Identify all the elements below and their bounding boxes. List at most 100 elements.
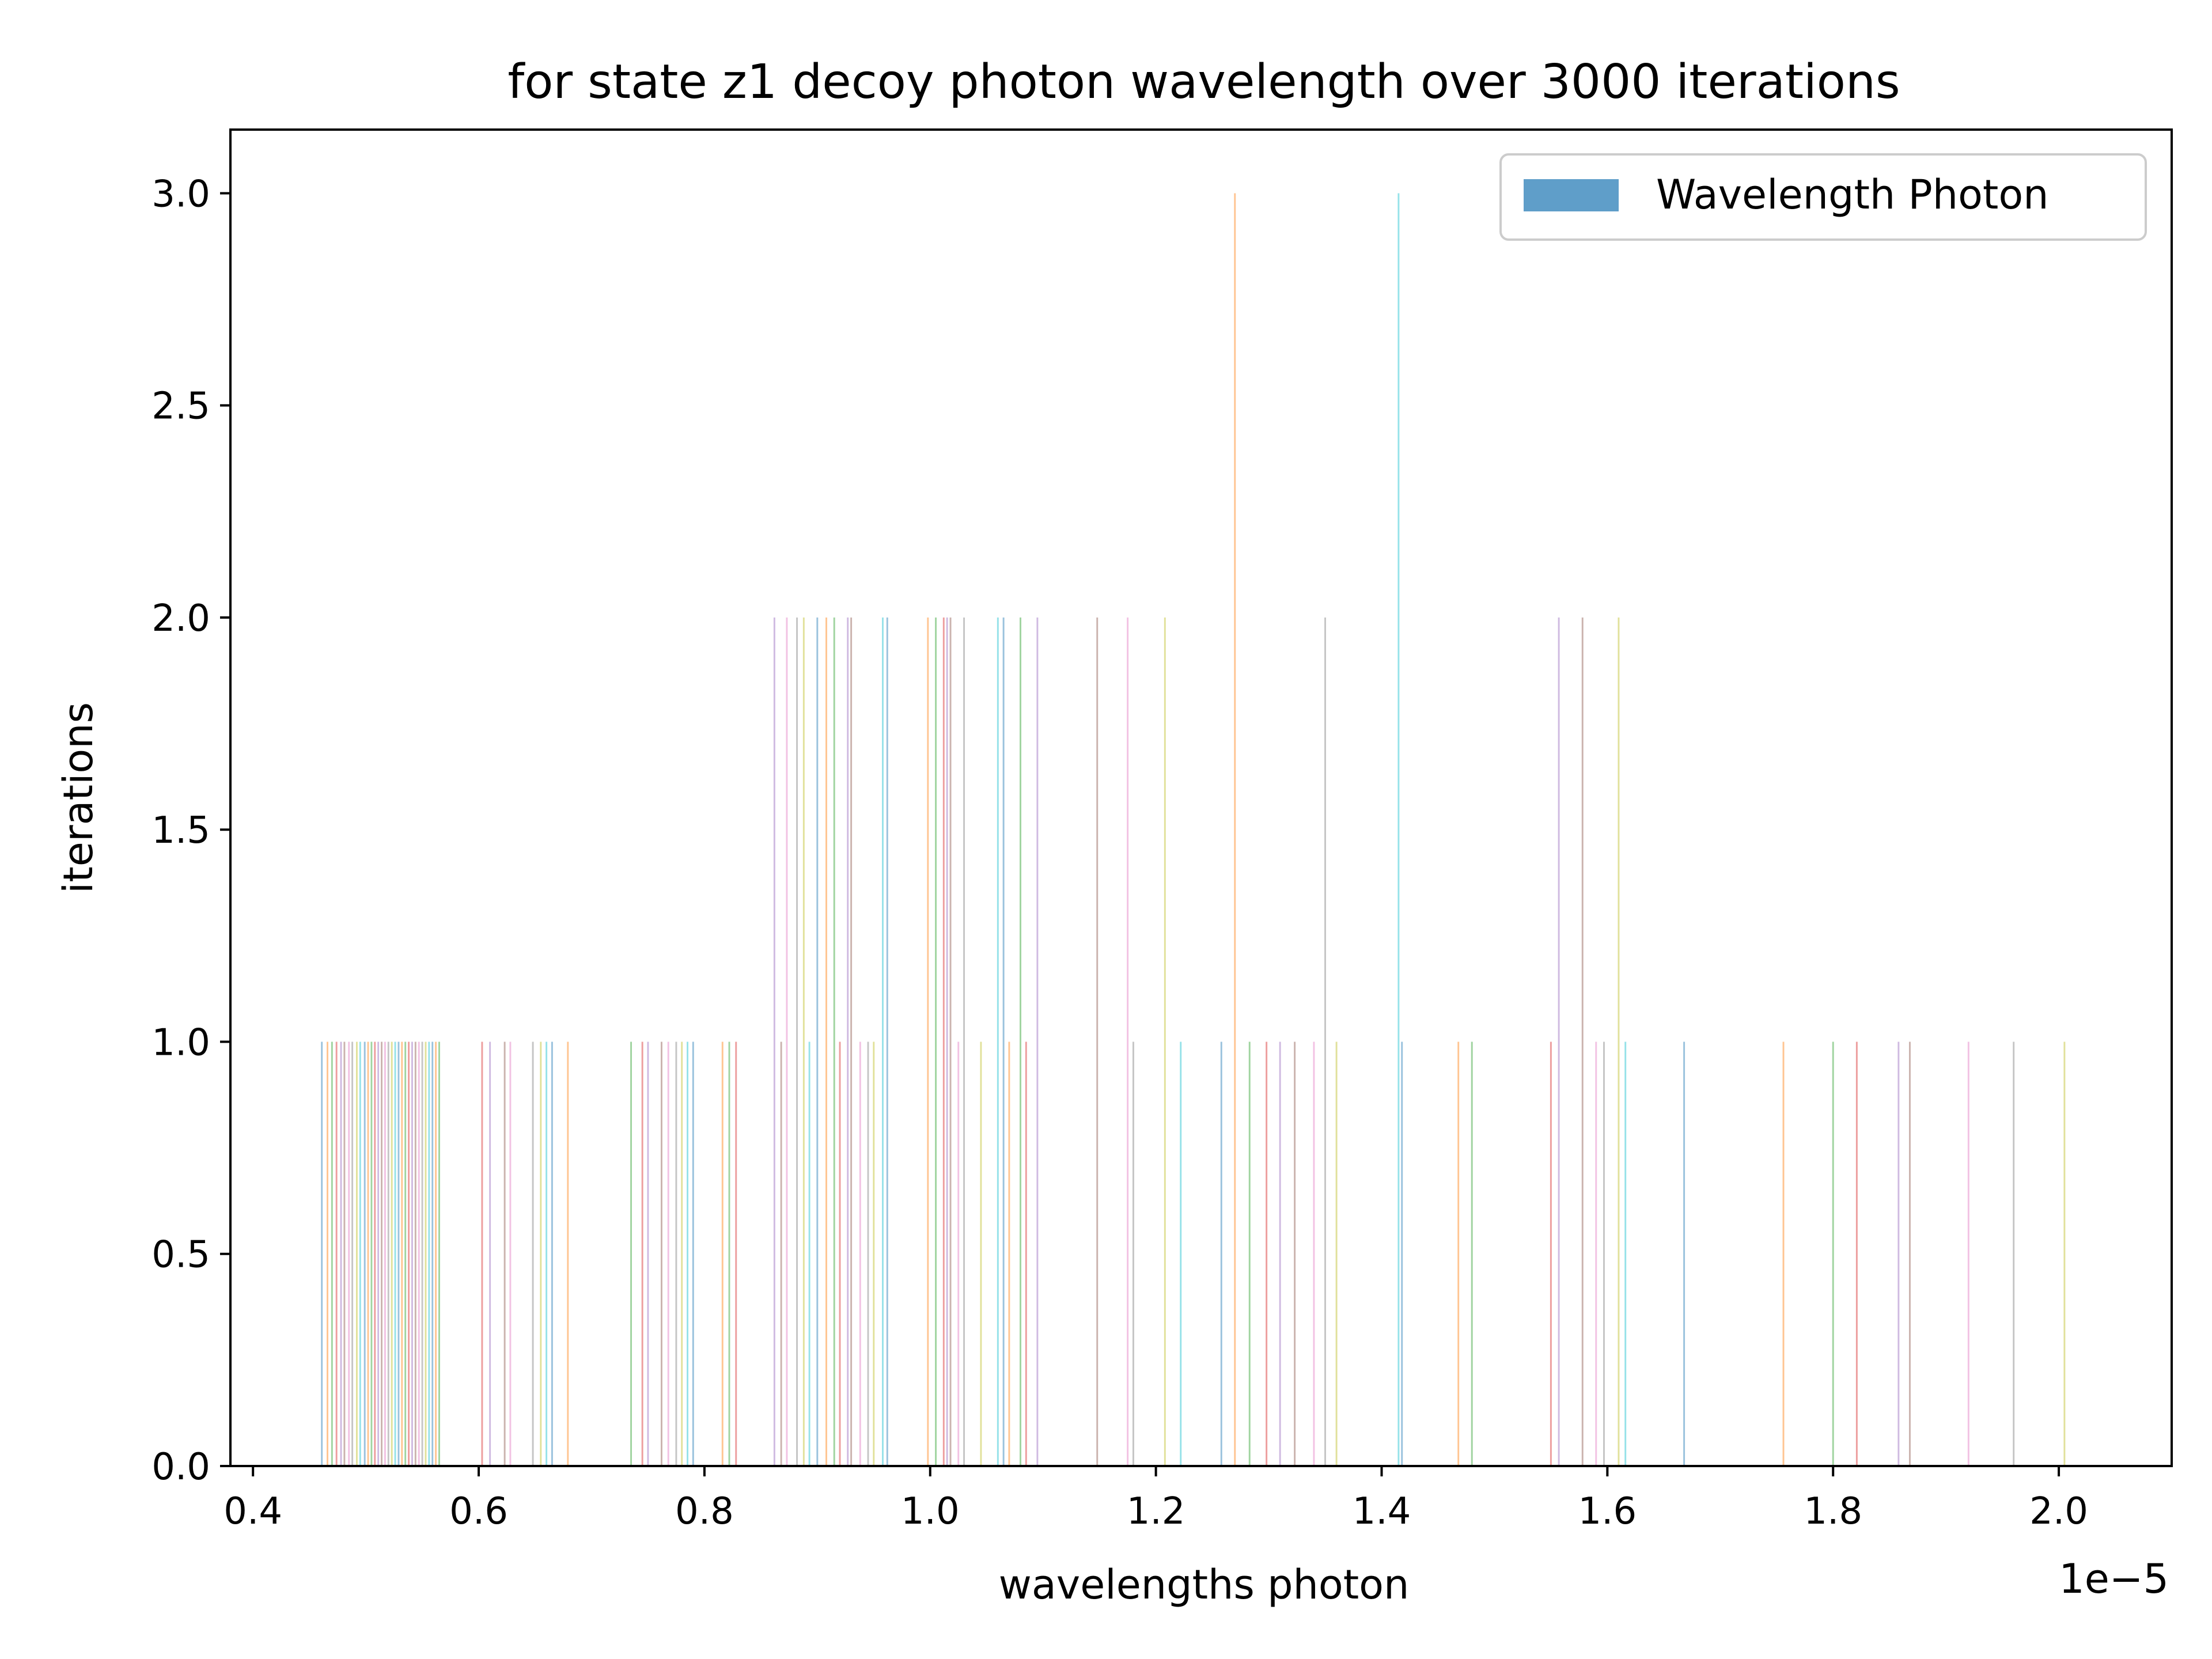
histogram-bar	[721, 1041, 724, 1466]
histogram-bar	[667, 1041, 669, 1466]
histogram-bar	[728, 1041, 730, 1466]
histogram-bar	[408, 1041, 410, 1466]
chart-title: for state z1 decoy photon wavelength ove…	[507, 55, 1900, 109]
x-tick-label: 0.6	[449, 1490, 508, 1533]
histogram-bar	[1025, 1041, 1027, 1466]
histogram-bar	[692, 1041, 694, 1466]
histogram-bar	[321, 1041, 323, 1466]
histogram-bar	[481, 1041, 483, 1466]
histogram-bar	[735, 1041, 737, 1466]
x-axis-label: wavelengths photon	[999, 1561, 1410, 1608]
x-axis-ticks: 0.4 0.6 0.8 1.0 1.2 1.4 1.6 1.8 2.0	[224, 1466, 2088, 1533]
histogram-bar	[1002, 617, 1005, 1466]
histogram-bar	[946, 617, 948, 1466]
histogram-bar	[343, 1041, 346, 1466]
x-tick-label: 1.4	[1353, 1490, 1411, 1533]
histogram-bar	[1832, 1041, 1834, 1466]
legend-label: Wavelength Photon	[1656, 171, 2049, 218]
histogram-bar	[641, 1041, 643, 1466]
histogram-bar	[363, 1041, 366, 1466]
histogram-bar	[1180, 1041, 1182, 1466]
histogram-bar	[833, 617, 835, 1466]
x-axis-offset-text: 1e−5	[2059, 1555, 2169, 1603]
histogram-bar	[1008, 1041, 1010, 1466]
y-tick-label: 0.0	[151, 1446, 210, 1488]
x-tick-label: 0.8	[675, 1490, 734, 1533]
histogram-bar	[647, 1041, 649, 1466]
histogram-bar	[859, 1041, 861, 1466]
histogram-bar	[949, 617, 952, 1466]
y-tick-label: 2.5	[151, 385, 210, 428]
histogram-bar	[873, 1041, 875, 1466]
histogram-bar	[370, 1041, 373, 1466]
histogram-bar	[377, 1041, 380, 1466]
histogram-bar	[847, 617, 849, 1466]
histogram-bar	[2013, 1041, 2015, 1466]
y-tick-label: 3.0	[151, 173, 210, 215]
histogram-bar	[997, 617, 999, 1466]
histogram-bar	[1036, 617, 1039, 1466]
histogram-bar	[421, 1041, 423, 1466]
histogram-bar	[882, 617, 884, 1466]
histogram-bar	[1132, 1041, 1134, 1466]
histogram-bar	[428, 1041, 430, 1466]
histogram-bar	[394, 1041, 396, 1466]
histogram-bar	[1127, 617, 1129, 1466]
plot-area	[230, 130, 2172, 1466]
histogram-bar	[957, 1041, 960, 1466]
x-tick-label: 0.4	[224, 1490, 282, 1533]
histogram-bar	[1020, 617, 1021, 1466]
histogram-bar	[802, 617, 805, 1466]
histogram-bar	[687, 1041, 688, 1466]
histogram-bar	[391, 1041, 393, 1466]
histogram-bar	[1595, 1041, 1597, 1466]
histogram-bar	[1782, 1041, 1785, 1466]
histogram-bar	[546, 1041, 548, 1466]
histogram-bar	[374, 1041, 376, 1466]
histogram-bar	[438, 1041, 440, 1466]
histogram-bar	[867, 1041, 869, 1466]
histogram-bar	[780, 1041, 782, 1466]
histogram-bar	[340, 1041, 342, 1466]
histogram-bar	[435, 1041, 437, 1466]
histogram-bar	[1618, 617, 1620, 1466]
histogram-bar	[411, 1041, 413, 1466]
histogram-bar	[1220, 1041, 1222, 1466]
histogram-bar	[1603, 1041, 1605, 1466]
legend-frame	[1499, 153, 2147, 241]
histogram-bar	[431, 1041, 434, 1466]
histogram-bar	[381, 1041, 383, 1466]
x-tick-label: 1.0	[901, 1490, 960, 1533]
histogram-bar	[839, 1041, 841, 1466]
histogram-bar	[825, 617, 827, 1466]
histogram-bar	[489, 1041, 491, 1466]
histogram-bar	[2063, 1041, 2066, 1466]
histogram-bar	[1457, 1041, 1460, 1466]
legend: Wavelength Photon	[1499, 153, 2147, 241]
histogram-bar	[1313, 1041, 1315, 1466]
histogram-bar	[348, 1041, 350, 1466]
x-tick-label: 1.2	[1127, 1490, 1185, 1533]
histogram-bar	[1897, 1041, 1900, 1466]
histogram-bar	[1855, 1041, 1858, 1466]
histogram-bar	[942, 617, 945, 1466]
histogram-bar	[425, 1041, 427, 1466]
y-tick-label: 1.5	[151, 809, 210, 852]
histogram-bar	[1471, 1041, 1473, 1466]
histogram-bar	[681, 1041, 683, 1466]
histogram-bar	[331, 1041, 333, 1466]
histogram-bar	[630, 1041, 632, 1466]
y-tick-label: 1.0	[151, 1021, 210, 1064]
histogram-bar	[675, 1041, 677, 1466]
histogram-bar	[397, 1041, 400, 1466]
histogram-bar	[1294, 1041, 1296, 1466]
histogram-bar	[980, 1041, 982, 1466]
histogram-bar	[808, 1041, 810, 1466]
histogram-bar	[927, 617, 929, 1466]
legend-swatch	[1524, 179, 1619, 211]
histogram-bar	[850, 617, 853, 1466]
histogram-bar	[1248, 1041, 1251, 1466]
histogram-bar	[351, 1041, 354, 1466]
histogram-bar	[1558, 617, 1560, 1466]
histogram-bar	[1550, 1041, 1552, 1466]
